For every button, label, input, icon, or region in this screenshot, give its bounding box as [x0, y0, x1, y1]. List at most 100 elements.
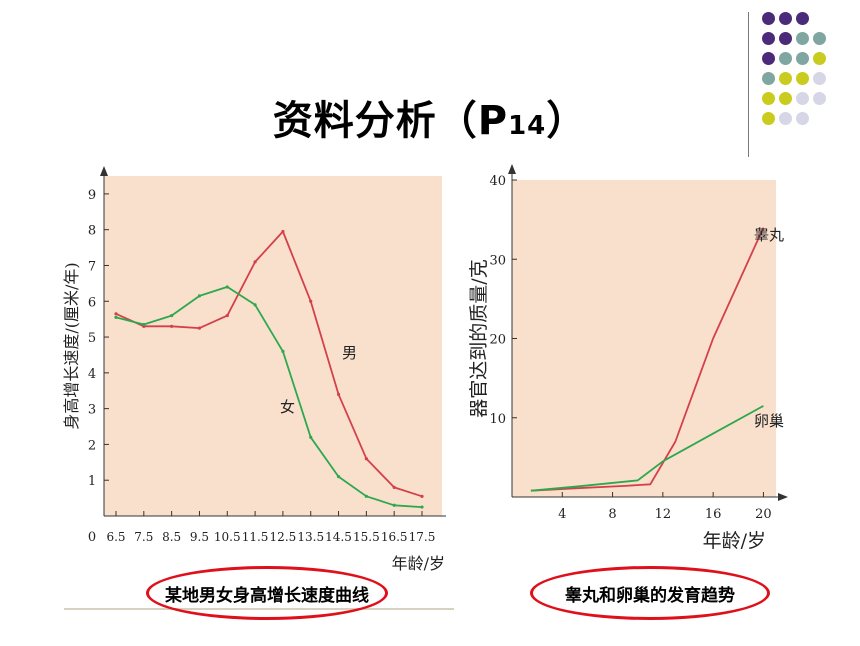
series-line-male [115, 230, 423, 498]
data-point-male [114, 312, 118, 316]
decorative-dot [796, 32, 809, 45]
data-point-male [364, 457, 368, 461]
decorative-dot [762, 32, 775, 45]
data-point-female [392, 503, 396, 507]
data-point-female [309, 435, 313, 439]
x-tick-label: 12.5 [270, 530, 297, 544]
data-point-male [281, 229, 285, 234]
series-label-female: 女 [280, 398, 295, 416]
decorative-dot [762, 12, 775, 25]
decorative-dot [813, 52, 826, 65]
decorative-dot [762, 72, 775, 85]
decorative-dot [813, 32, 826, 45]
data-point-female [420, 505, 424, 509]
data-point-male [392, 485, 396, 489]
x-tick-label: 8.5 [162, 530, 181, 544]
decorative-divider [748, 12, 749, 157]
data-point-male [197, 326, 202, 330]
series-label-male: 男 [342, 344, 357, 362]
y-axis-arrow [100, 166, 108, 176]
data-point-female [170, 313, 174, 318]
data-point-male [253, 260, 257, 264]
decorative-dot [762, 92, 775, 105]
data-point-male [420, 494, 424, 498]
decorative-dot [779, 32, 792, 45]
data-point-male [309, 299, 313, 303]
data-point-female [364, 494, 368, 498]
y-tick-label: 10 [489, 412, 506, 427]
y-tick-label: 3 [88, 403, 96, 418]
decorative-dot [779, 12, 792, 25]
x-axis-label: 年龄/岁 [703, 530, 766, 552]
series-line-female [115, 286, 423, 508]
x-tick-label: 16.5 [381, 530, 408, 544]
organ-growth-chart: 10 20 30 40 4 8 12 16 20 年龄/岁 器官达到的质量/克 睾丸 卵巢 [460, 160, 796, 560]
x-tick-label: 17.5 [409, 530, 436, 544]
y-tick-label: 9 [88, 188, 96, 203]
x-tick-label: 6.5 [106, 530, 125, 544]
series-label-testis: 睾丸 [754, 226, 784, 244]
x-tick-label: 20 [755, 507, 772, 522]
left-chart-caption: 某地男女身高增长速度曲线 [146, 566, 388, 620]
slide-title: 资料分析（P14） [0, 88, 860, 146]
decorative-dot [796, 72, 809, 85]
y-tick-label: 4 [88, 367, 96, 382]
decorative-dot [762, 52, 775, 65]
x-tick-label: 12 [655, 507, 672, 522]
y-axis-label: 身高增长速度/(厘米/年) [62, 262, 81, 429]
x-tick-label: 10.5 [214, 530, 241, 544]
x-tick-label: 8 [608, 507, 616, 522]
y-tick-label: 30 [489, 253, 506, 268]
decorative-dot-grid [762, 12, 834, 142]
decorative-dot [779, 112, 792, 125]
data-point-female [114, 315, 118, 319]
x-tick-label: 13.5 [297, 530, 324, 544]
data-point-female [281, 349, 285, 353]
y-tick-label: 8 [88, 224, 96, 239]
data-point-male [225, 313, 229, 318]
x-tick-label: 4 [558, 507, 566, 522]
series-label-ovary: 卵巢 [754, 412, 784, 430]
x-tick-label: 14.5 [325, 530, 352, 544]
data-point-female [253, 303, 257, 307]
x-tick-label: 15.5 [353, 530, 380, 544]
decorative-dot [813, 92, 826, 105]
x-axis-arrow [778, 493, 788, 501]
data-point-female [225, 285, 229, 289]
y-tick-label: 40 [489, 174, 506, 189]
decorative-dot [779, 52, 792, 65]
series-line-ovary [530, 405, 764, 492]
decorative-dot [779, 92, 792, 105]
data-point-female [197, 294, 202, 298]
slide-title-page-number: 14 [508, 111, 547, 141]
decorative-dot [779, 72, 792, 85]
x-tick-label: 7.5 [134, 530, 153, 544]
y-tick-label: 2 [88, 438, 96, 453]
plot-background [512, 180, 776, 497]
data-point-male [336, 392, 341, 396]
data-point-female [142, 322, 146, 327]
decorative-dot [796, 12, 809, 25]
y-axis-arrow [508, 164, 516, 174]
x-tick-label: 11.5 [242, 530, 269, 544]
x-axis-label: 年龄/岁 [392, 554, 445, 573]
y-tick-label: 20 [489, 333, 506, 348]
decorative-dot [796, 92, 809, 105]
right-chart-caption: 睾丸和卵巢的发育趋势 [530, 566, 770, 620]
y-tick-label: 6 [88, 295, 96, 310]
data-point-female [336, 475, 341, 479]
y-tick-label: 1 [88, 474, 96, 489]
slide-title-main: 资料分析（P [272, 98, 509, 144]
plot-background [104, 176, 442, 516]
x-tick-label: 9.5 [190, 530, 209, 544]
decorative-dot [796, 52, 809, 65]
decorative-dot [796, 112, 809, 125]
origin-label: 0 [88, 530, 96, 545]
series-line-testis [530, 227, 765, 492]
decorative-dot [762, 112, 775, 125]
slide-title-end: ） [546, 98, 588, 144]
data-point-male [170, 324, 174, 328]
y-tick-label: 7 [88, 259, 96, 274]
decorative-dot [813, 72, 826, 85]
